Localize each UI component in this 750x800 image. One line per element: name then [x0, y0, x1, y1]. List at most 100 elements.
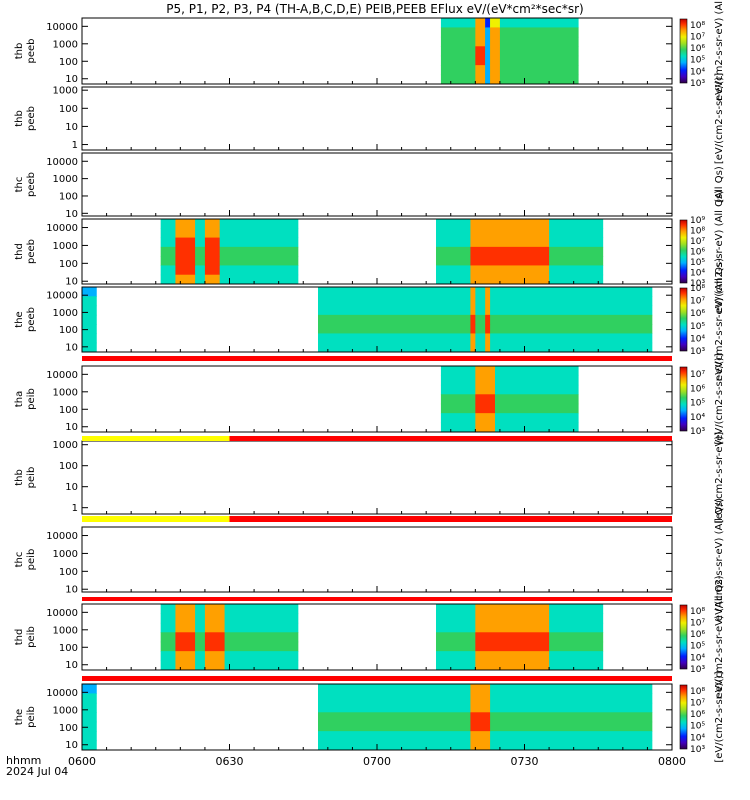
- spectrogram-block-thd_peeb-0-band-2: [160, 237, 299, 248]
- xtick-label-0730: 0730: [511, 755, 539, 768]
- spectrogram-block-thd_peeb-4-band-3: [470, 246, 550, 257]
- colorbar-tick-tha_peeb-2: 10⁵: [690, 56, 705, 66]
- colorbar-tick-thd_peib-2: 10⁵: [690, 642, 705, 652]
- panel-thb_peeb: 1 10 100 1000 thb peeb [eV/(cm2-s-sr-eV)]: [14, 73, 725, 164]
- panel-thc_peeb: 10 100 1000 10000 thc peeb (All Qs): [14, 152, 725, 220]
- spectrogram-block-the_peeb-2-band-5: [470, 333, 476, 344]
- spectrogram-block-thd_peeb-2-band-1: [204, 228, 220, 239]
- spectrogram-block-the_peeb-0-band-1: [82, 296, 97, 307]
- spectrogram-block-tha_peib-0-band-1: [440, 375, 579, 386]
- spectrogram-block-the_peeb-3-band-4: [485, 324, 491, 334]
- ylabel-probe-thd_peib: thd: [14, 629, 25, 646]
- spectrogram-block-tha_peeb-2-band-3: [485, 46, 491, 57]
- mode-bar-4-segment-0: [82, 676, 672, 681]
- ytick-label-tha_peeb-100: 100: [59, 57, 78, 68]
- colorbar-tick-the_peeb-5: 10⁸: [690, 284, 705, 294]
- colorbar-tick-tha_peib-0: 10³: [690, 427, 705, 437]
- ytick-label-the_peeb-10: 10: [65, 342, 78, 353]
- colorbar-tick-the_peeb-3: 10⁶: [690, 309, 705, 319]
- spectrogram-block-thd_peib-1-band-1: [175, 613, 196, 624]
- spectrogram-block-tha_peeb-3-band-6: [490, 74, 500, 85]
- colorbar-tick-tha_peib-4: 10⁷: [690, 370, 705, 380]
- ytick-label-the_peib-1000: 1000: [53, 705, 78, 716]
- colorbar-tick-thd_peib-0: 10³: [690, 665, 705, 675]
- spectrogram-block-the_peib-0-band-1: [82, 693, 97, 704]
- spectrogram-block-thd_peib-1-band-0: [175, 604, 196, 614]
- spectrogram-block-tha_peib-0-band-5: [440, 413, 579, 424]
- spectrogram-block-the_peeb-3-band-1: [485, 296, 491, 307]
- colorbar-unit-label-thd_peib: eV/(cm2-s-sr-eV) (All Qs): [714, 575, 725, 698]
- spectrogram-block-thd_peib-2-band-3: [204, 632, 225, 643]
- spectrogram-block-tha_peeb-1-band-4: [475, 55, 486, 66]
- spectrogram-block-tha_peib-0-band-3: [440, 394, 579, 405]
- panel-frame-thc_peeb: [81, 152, 673, 217]
- ylabel-instrument-thd_peeb: peeb: [26, 239, 37, 264]
- panel-frame-thb_peib: [81, 440, 673, 515]
- ytick-label-tha_peeb-10000: 10000: [46, 22, 78, 33]
- spectrogram-block-the_peeb-3-band-6: [485, 342, 491, 353]
- ytick-label-thd_peib-100: 100: [59, 643, 78, 654]
- colorbar-tick-the_peeb-4: 10⁷: [690, 297, 705, 307]
- spectrogram-block-tha_peib-0-band-4: [440, 403, 579, 414]
- spectrogram-block-thd_peib-1-band-6: [175, 660, 196, 671]
- ytick-label-thb_peeb-100: 100: [59, 104, 78, 115]
- spectrogram-block-tha_peib-1-band-3: [475, 394, 495, 405]
- mode-bar-3-segment-0: [82, 597, 672, 601]
- colorbar-tick-thd_peeb-0: 10³: [690, 279, 705, 289]
- spectrogram-block-the_peib-0-band-3: [82, 712, 97, 723]
- ytick-label-tha_peeb-10: 10: [65, 74, 78, 85]
- ytick-label-thc_peib-1000: 1000: [53, 549, 78, 560]
- ytick-label-tha_peib-100: 100: [59, 405, 78, 416]
- spectrogram-block-tha_peeb-2-band-4: [485, 55, 491, 66]
- spectrogram-block-the_peib-2-band-2: [470, 702, 491, 713]
- ytick-label-thb_peib-100: 100: [59, 461, 78, 472]
- spectrogram-block-the_peib-0-band-5: [82, 731, 97, 742]
- panel-thc_peib: 10 100 1000 10000 thc peib eV/(cm2-s-sr-eV) (A…: [14, 498, 725, 621]
- spectrogram-block-thd_peib-4-band-5: [475, 651, 550, 662]
- mode-bar-2-segment-1: [229, 516, 672, 522]
- spectrogram-block-tha_peib-1-band-1: [475, 375, 495, 386]
- spectrogram-block-the_peeb-3-band-3: [485, 314, 491, 325]
- ytick-label-the_peeb-1000: 1000: [53, 308, 78, 319]
- spectrogram-block-thd_peeb-2-band-6: [204, 274, 220, 285]
- spectrogram-block-tha_peeb-3-band-3: [490, 46, 500, 57]
- spectrogram-block-thd_peib-4-band-1: [475, 613, 550, 624]
- colorbar-tick-thd_peib-1: 10⁴: [690, 653, 705, 663]
- spectrogram-block-the_peeb-2-band-2: [470, 305, 476, 316]
- spectrogram-block-tha_peeb-0-band-6: [440, 74, 579, 85]
- spectrogram-block-tha_peeb-0-band-2: [440, 36, 579, 47]
- colorbar-tick-the_peib-3: 10⁶: [690, 710, 705, 720]
- spectrogram-block-thd_peeb-1-band-0: [175, 219, 196, 229]
- spectrogram-block-thd_peeb-4-band-2: [470, 237, 550, 248]
- colorbar-tha_peib: [679, 366, 688, 432]
- colorbar-thd_peeb: [679, 219, 688, 284]
- time-axis-date-label: 2024 Jul 04: [6, 765, 68, 778]
- spectrogram-block-tha_peeb-0-band-1: [440, 27, 579, 38]
- spectrogram-block-thd_peib-1-band-3: [175, 632, 196, 643]
- colorbar-the_peib: [679, 684, 688, 750]
- ylabel-instrument-thb_peeb: peeb: [26, 106, 37, 131]
- colorbar-unit-label-thc_peeb: (All Qs): [714, 166, 725, 203]
- time-axis: hhmm 2024 Jul 04 0600 0630 0700 0730 0800: [6, 754, 686, 778]
- spectrogram-block-thd_peeb-4-band-0: [470, 219, 550, 229]
- colorbar-unit-label-thb_peeb: [eV/(cm2-s-sr-eV)]: [714, 73, 725, 164]
- panel-frame-thc_peib: [81, 526, 673, 593]
- spectrogram-block-thd_peeb-4-band-5: [470, 265, 550, 276]
- ylabel-probe-the_peib: the: [14, 709, 25, 725]
- spectrogram-block-thd_peeb-0-band-1: [160, 228, 299, 239]
- colorbar-tick-thd_peeb-3: 10⁶: [690, 248, 705, 258]
- ytick-label-thb_peib-1000: 1000: [53, 440, 78, 451]
- spectrogram-block-tha_peeb-2-band-5: [485, 65, 491, 76]
- mode-bar-2-segment-0: [82, 516, 230, 522]
- colorbar-unit-label-the_peeb: eV/(cm2-s-sr-eV) (All Qs): [714, 258, 725, 381]
- spectrogram-block-thd_peeb-1-band-2: [175, 237, 196, 248]
- ytick-label-thd_peeb-10: 10: [65, 277, 78, 288]
- spectrogram-block-tha_peeb-1-band-0: [475, 18, 486, 28]
- spectrogram-block-tha_peeb-1-band-1: [475, 27, 486, 38]
- colorbar-tick-tha_peib-1: 10⁴: [690, 413, 705, 423]
- spectrogram-block-tha_peeb-1-band-6: [475, 74, 486, 85]
